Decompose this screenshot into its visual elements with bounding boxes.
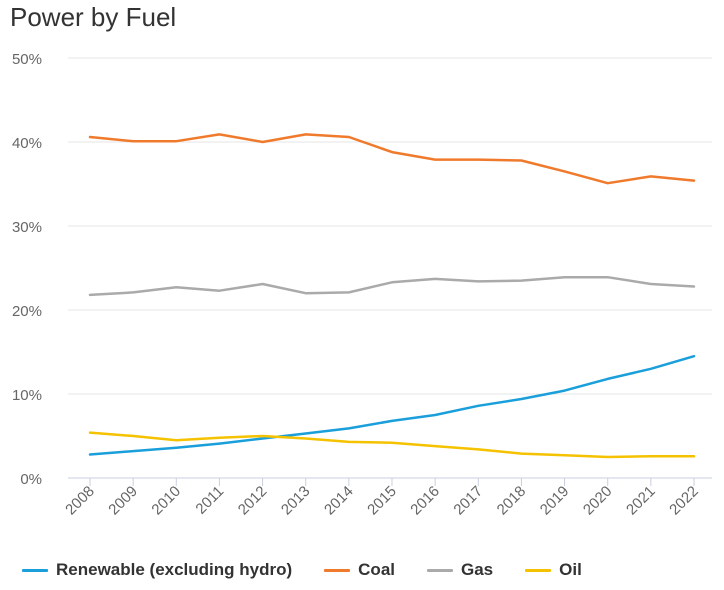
y-tick-label: 10% [12,387,42,404]
x-tick-label: 2019 [537,483,573,519]
plot-area: 0%10%20%30%40%50% 2008 2009 2010 2011 2012 20… [12,51,712,518]
x-tick-label: 2009 [105,483,141,519]
legend-swatch [427,568,453,572]
x-tick-label: 2017 [450,483,486,519]
x-tick-label: 2018 [494,483,530,519]
x-tick-label: 2011 [192,483,227,518]
legend-item-1[interactable]: Coal [324,560,395,580]
series-line-2 [88,275,696,297]
x-tick-label: 2016 [407,483,443,519]
x-tick-label: 2020 [580,483,616,519]
y-tick-label: 50% [12,51,42,68]
x-tick-label: 2014 [321,483,357,519]
series-line-0 [88,354,696,456]
series-line-1 [88,133,696,185]
legend-label: Coal [358,560,395,579]
legend-label: Gas [461,560,494,579]
x-tick-label: 2012 [235,483,271,519]
legend-swatch [22,568,48,572]
legend-swatch [525,568,552,572]
y-tick-label: 40% [12,135,42,152]
legend: Renewable (excluding hydro) Coal Gas Oil [22,560,614,580]
x-axis-ticks: 2008 2009 2010 2011 2012 2013 2014 2015 2016 2017… [62,478,702,518]
legend-label: Renewable (excluding hydro) [56,560,293,579]
x-tick-label: 2022 [666,483,702,519]
y-tick-label: 0% [20,471,42,488]
legend-label: Oil [559,560,582,579]
legend-item-3[interactable]: Oil [525,560,582,580]
x-tick-label: 2008 [62,483,98,519]
x-tick-label: 2013 [278,483,314,519]
chart-title: Power by Fuel [10,2,177,32]
y-tick-label: 20% [12,303,42,320]
series-line-3 [88,431,696,459]
x-tick-label: 2021 [623,483,659,519]
legend-item-2[interactable]: Gas [427,560,493,580]
x-tick-label: 2010 [148,483,184,519]
series-lines [88,133,696,459]
y-tick-label: 30% [12,219,42,236]
legend-item-0[interactable]: Renewable (excluding hydro) [22,560,292,580]
x-tick-label: 2015 [364,483,400,519]
gridlines [68,57,712,479]
legend-swatch [324,568,351,572]
y-axis-ticks: 0% 10% 20% 30% 40% 50% [12,51,42,488]
